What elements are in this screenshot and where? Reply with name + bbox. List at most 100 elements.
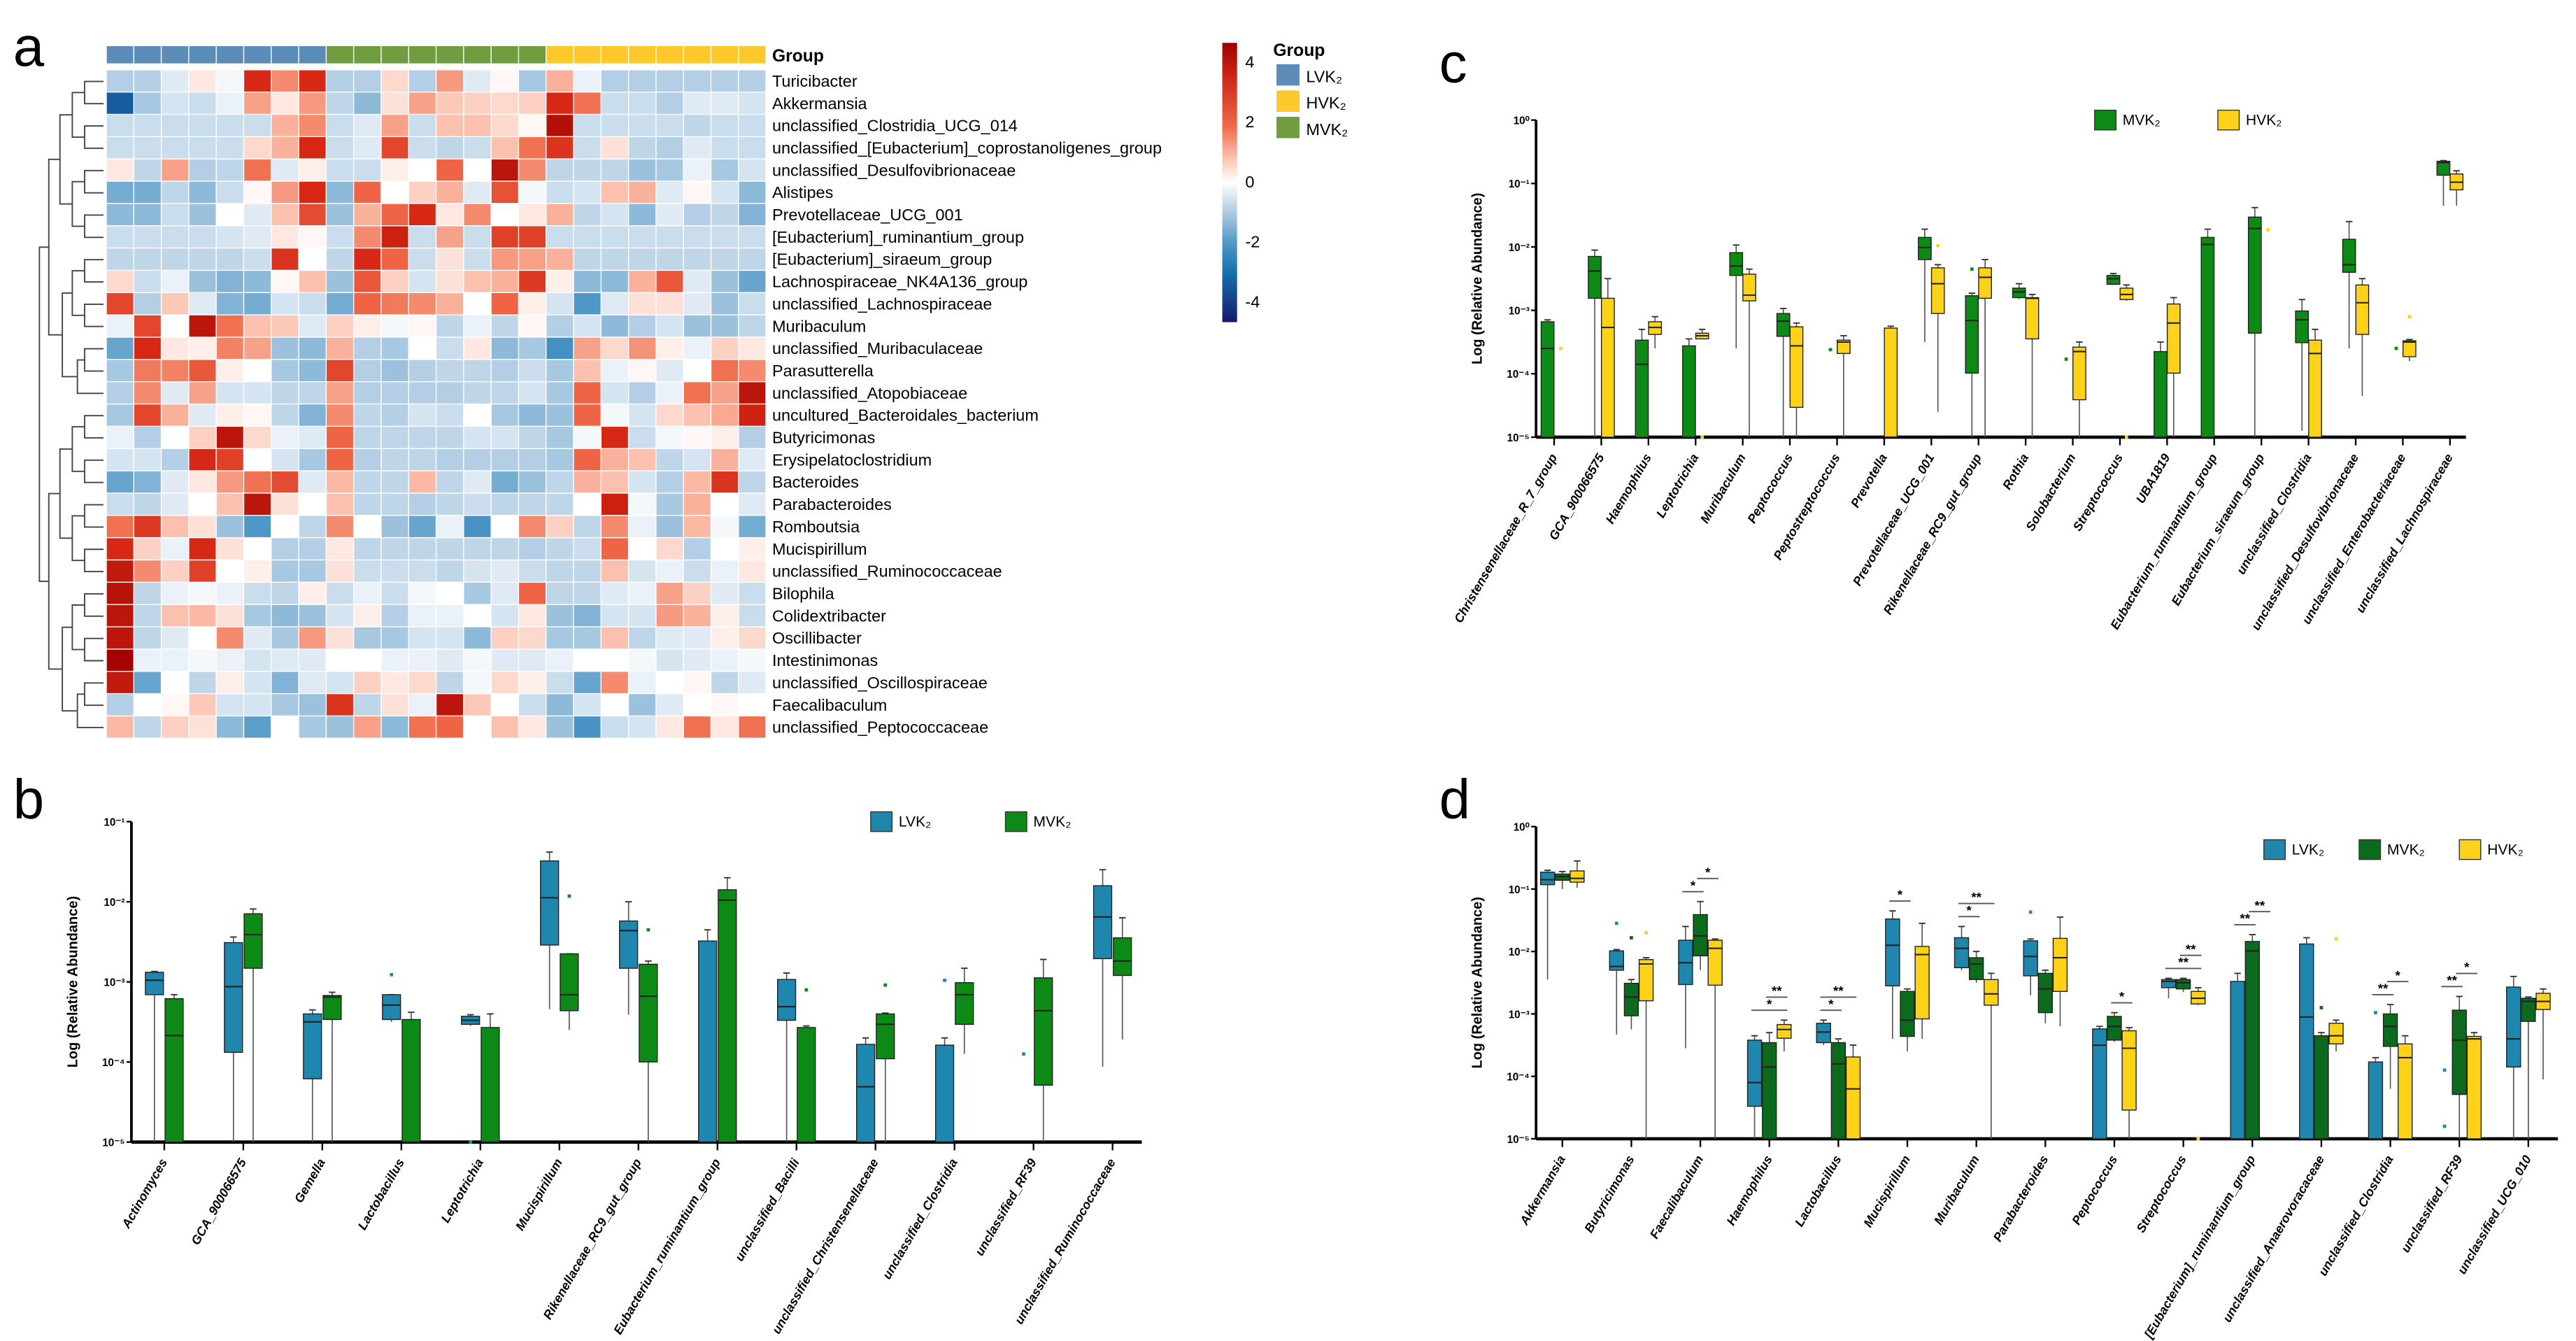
heatmap-cell [134, 204, 161, 226]
heatmap-cell [327, 560, 353, 582]
heatmap-cell [106, 248, 134, 270]
heatmap-cell [381, 604, 408, 627]
heatmap-cell [162, 627, 189, 649]
box-HVK [2402, 340, 2417, 357]
heatmap-cell [711, 271, 739, 292]
heatmap-cell [299, 649, 326, 672]
heatmap-cell [244, 448, 271, 471]
box-MVK [2295, 310, 2310, 343]
heatmap-cell [739, 70, 766, 92]
heatmap-cell [408, 292, 436, 315]
category-label: unclassified_Clostridia [2316, 1153, 2396, 1278]
heatmap-cell [546, 315, 574, 337]
heatmap-cell [629, 159, 656, 181]
heatmap-cell [216, 649, 243, 672]
heatmap-cell [436, 694, 464, 716]
heatmap-cell [574, 70, 601, 92]
heatmap-cell [162, 226, 189, 248]
heatmap-cell [491, 92, 518, 114]
heatmap-cell [408, 92, 436, 114]
heatmap-cell [464, 404, 491, 426]
heatmap-cell [464, 649, 491, 672]
heatmap-cell [683, 471, 711, 493]
heatmap-cell [408, 315, 436, 337]
heatmap-cell [244, 694, 271, 716]
y-tick-label: 10⁰ [1514, 822, 1530, 834]
heatmap-cell [464, 448, 491, 471]
box-LVK [619, 920, 639, 969]
heatmap-cell [134, 92, 161, 114]
heatmap-cell [327, 471, 353, 493]
heatmap-cell [244, 382, 271, 404]
heatmap-cell [134, 248, 161, 270]
heatmap-row-label: [Eubacterium]_siraeum_group [772, 250, 992, 269]
heatmap-cell [739, 292, 766, 315]
heatmap-cell [602, 115, 628, 136]
heatmap-cell [244, 292, 271, 315]
heatmap-cell [711, 92, 739, 114]
heatmap-cell [162, 448, 189, 471]
heatmap-cell [629, 649, 656, 672]
heatmap-cell [656, 204, 683, 226]
heatmap-cell [602, 427, 628, 448]
heatmap-cell [106, 448, 134, 471]
legend-label: HVK₂ [2246, 113, 2282, 129]
heatmap-cell [739, 382, 766, 404]
heatmap-cell [546, 448, 574, 471]
heatmap-cell [546, 516, 574, 537]
y-tick-label: 10⁻¹ [104, 816, 124, 828]
heatmap-cell [327, 248, 353, 270]
heatmap-cell [519, 382, 546, 404]
heatmap-cell [683, 337, 711, 360]
heatmap-cell [491, 516, 518, 537]
group-bar-cell [739, 45, 766, 64]
heatmap-cell [327, 516, 353, 537]
category-label: Rikenellaceae_RC9_gut_group [1881, 451, 1984, 617]
heatmap-cell [162, 649, 189, 672]
heatmap-cell [216, 583, 243, 604]
heatmap-cell [327, 181, 353, 204]
heatmap-cell [216, 204, 243, 226]
heatmap-cell [602, 226, 628, 248]
category-label: unclassified_Clostridia [880, 1156, 960, 1282]
heatmap-row-label: [Eubacterium]_ruminantium_group [772, 228, 1024, 246]
heatmap-cell [546, 627, 574, 649]
heatmap-cell [271, 404, 299, 426]
heatmap-cell [162, 248, 189, 270]
heatmap-cell [711, 493, 739, 516]
heatmap-cell [711, 248, 739, 270]
heatmap-cell [519, 649, 546, 672]
heatmap-cell [629, 181, 656, 204]
group-bar-cell [436, 45, 464, 64]
heatmap-cell [381, 672, 408, 693]
heatmap-cell [327, 204, 353, 226]
heatmap-cell [244, 115, 271, 136]
heatmap-cell [519, 248, 546, 270]
heatmap-cell [162, 604, 189, 627]
heatmap-cell [739, 493, 766, 516]
y-tick-label: 10⁻⁵ [102, 1137, 124, 1149]
heatmap-cell [408, 583, 436, 604]
heatmap-cell [683, 115, 711, 136]
group-bar-cell [683, 45, 711, 64]
heatmap-cell [546, 360, 574, 381]
heatmap-cell [216, 181, 243, 204]
heatmap-cell [574, 493, 601, 516]
category-label: Leptotrichia [1653, 451, 1701, 520]
heatmap-cell [602, 137, 628, 159]
heatmap-cell [216, 137, 243, 159]
heatmap-cell [381, 159, 408, 181]
box-LVK [540, 860, 560, 946]
heatmap-cell [408, 115, 436, 136]
heatmap-cell [491, 694, 518, 716]
box-HVK [2466, 1035, 2482, 1140]
heatmap-cell [134, 404, 161, 426]
heatmap-cell [519, 360, 546, 381]
heatmap-cell [546, 115, 574, 136]
box-MVK [1918, 236, 1932, 260]
heatmap-row-label: Turicibacter [772, 72, 858, 90]
heatmap-cell [519, 493, 546, 516]
heatmap-cell [381, 694, 408, 716]
heatmap-cell [408, 604, 436, 627]
